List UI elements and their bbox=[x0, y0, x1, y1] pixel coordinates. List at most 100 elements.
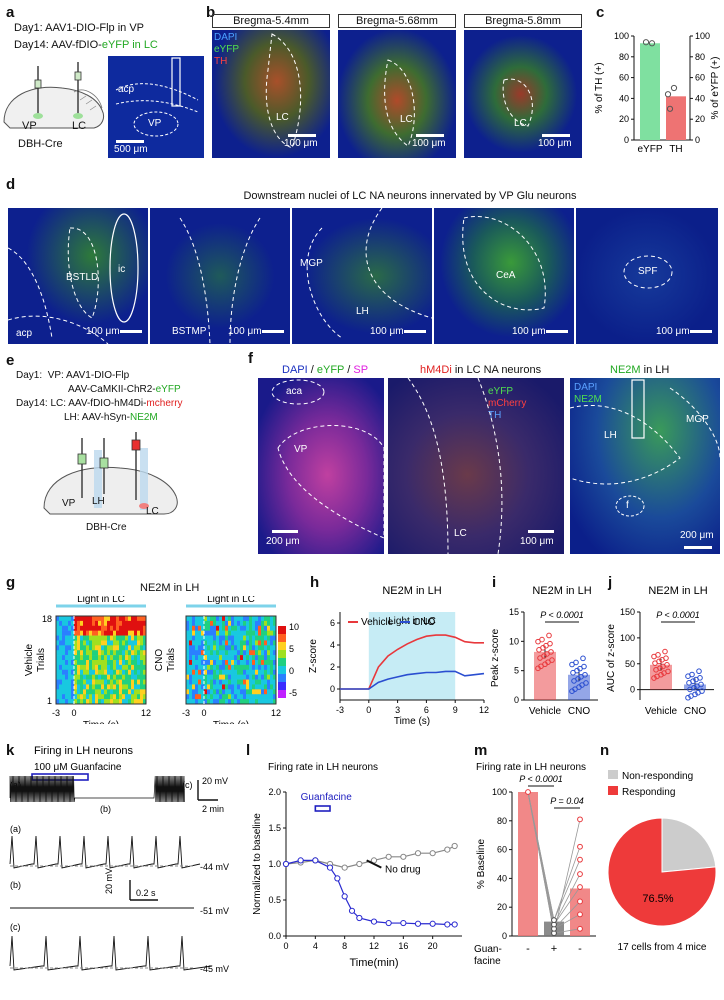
g-heat-cell bbox=[204, 699, 208, 705]
micro-a-scale: 500 μm bbox=[114, 144, 148, 155]
svg-i-cat: Vehicle bbox=[529, 706, 562, 717]
g-heat-cell bbox=[267, 699, 271, 705]
e-mouse: DBH-Cre bbox=[86, 522, 127, 533]
panel-label-c: c bbox=[596, 4, 605, 21]
svg-i-point bbox=[578, 674, 584, 680]
brain-schematic-e bbox=[43, 432, 178, 515]
g-heat-cell bbox=[252, 645, 256, 651]
g-heat-cell bbox=[98, 674, 102, 680]
g-heat-cell bbox=[204, 655, 208, 661]
d3-scalebar bbox=[404, 330, 426, 333]
g-heat-cell bbox=[195, 689, 199, 695]
g-heat-cell bbox=[95, 655, 99, 661]
l-arrow bbox=[366, 859, 382, 869]
g-heat-cell bbox=[207, 674, 211, 680]
g-heat-cell bbox=[249, 684, 253, 690]
g-heat-cell bbox=[237, 689, 241, 695]
b3-scale: 100 μm bbox=[538, 138, 572, 149]
k-a2: (a) bbox=[10, 824, 21, 834]
g-heat-cell bbox=[83, 694, 87, 700]
g-heat-cell bbox=[56, 699, 60, 705]
g-heat-cell bbox=[261, 679, 265, 685]
g-heat-cell bbox=[95, 620, 99, 627]
g-heat-cell bbox=[240, 635, 244, 641]
c-point bbox=[670, 84, 678, 92]
g-heat-cell bbox=[80, 645, 84, 651]
g-heat-cell bbox=[186, 616, 190, 622]
g-heat-cell bbox=[83, 650, 87, 656]
g-heat-cell bbox=[131, 640, 135, 646]
g-heat-cell bbox=[213, 630, 217, 636]
g-heat-cell bbox=[128, 616, 132, 622]
g-heat-cell bbox=[192, 625, 196, 631]
g-heat-cell bbox=[228, 630, 232, 636]
g-heat-cell bbox=[134, 664, 138, 671]
g-heat-cell bbox=[258, 616, 262, 622]
l-ytick-label: 0.0 bbox=[268, 931, 281, 941]
svg-i-point bbox=[545, 659, 551, 665]
g-heat-cell bbox=[86, 625, 90, 631]
micrograph-d2: BSTMP 100 μm bbox=[150, 208, 290, 344]
svg-j-point bbox=[685, 673, 691, 679]
c-tick-label-right: 100 bbox=[695, 31, 710, 41]
g-heat-cell bbox=[104, 669, 108, 675]
g-heat-cell bbox=[219, 655, 223, 661]
g-heat-cell bbox=[192, 684, 196, 690]
g-heat-cell bbox=[216, 679, 220, 685]
g-heat-cell bbox=[113, 689, 117, 695]
g-heat-cell bbox=[252, 625, 256, 631]
svg-i-point bbox=[543, 642, 549, 649]
g-heat-cell bbox=[210, 664, 214, 671]
g-heat-cell bbox=[261, 655, 265, 661]
g-heat-cell bbox=[189, 645, 193, 651]
g-heat-cell bbox=[219, 645, 223, 651]
g-heat-cell bbox=[261, 616, 265, 622]
g-heat-cell bbox=[80, 620, 84, 627]
g-heat-cell bbox=[62, 625, 66, 631]
svg-j-cat: CNO bbox=[684, 706, 706, 717]
l-nodrug: No drug bbox=[385, 865, 421, 876]
g-heat-cell bbox=[234, 674, 238, 680]
g-heat-cell bbox=[125, 684, 129, 690]
k-b: (b) bbox=[100, 804, 111, 814]
g-heat-cell bbox=[243, 645, 247, 651]
g-heat-cell bbox=[204, 635, 208, 641]
g-heat-cell bbox=[131, 625, 135, 631]
g-heat-cell bbox=[204, 669, 208, 675]
g-heat-cell bbox=[201, 616, 205, 622]
g-heat-cell bbox=[243, 655, 247, 661]
g-heat-cell bbox=[65, 694, 69, 700]
g-heat-cell bbox=[234, 669, 238, 675]
g-heat-cell bbox=[213, 689, 217, 695]
svg-j-p: P < 0.0001 bbox=[656, 610, 699, 620]
g-heat-cell bbox=[119, 699, 123, 705]
svg-j-ytick-label: 50 bbox=[625, 659, 635, 669]
g-heat-cell bbox=[195, 694, 199, 700]
g-heat-cell bbox=[225, 625, 229, 631]
g-heat-cell bbox=[201, 625, 205, 631]
g-heat-cell bbox=[249, 616, 253, 622]
g-heat-cell bbox=[201, 664, 205, 671]
g-heat-cell bbox=[261, 645, 265, 651]
m-point bbox=[577, 911, 583, 918]
g-heat-cell bbox=[56, 684, 60, 690]
g-heat-cell bbox=[59, 664, 63, 671]
g-heat-cell bbox=[101, 616, 105, 622]
g-heat-cell bbox=[140, 660, 144, 666]
g-heat-cell bbox=[243, 625, 247, 631]
g-heat-cell bbox=[95, 625, 99, 631]
micrograph-d4: CeA 100 μm bbox=[434, 208, 574, 344]
g-heat-cell bbox=[255, 616, 259, 622]
g-heat-cell bbox=[243, 616, 247, 622]
g-heat-cell bbox=[86, 640, 90, 646]
g-heat-cell bbox=[113, 620, 117, 627]
g-heat-cell bbox=[89, 616, 93, 622]
g-heat-cell bbox=[240, 620, 244, 627]
g-heat-cell bbox=[210, 689, 214, 695]
g-heat-cell bbox=[210, 620, 214, 627]
g-heat-cell bbox=[119, 689, 123, 695]
svg-i-point bbox=[570, 669, 576, 676]
svg-i-point bbox=[580, 655, 586, 662]
g-heat-cell bbox=[186, 620, 190, 627]
g-heat-cell bbox=[228, 684, 232, 690]
